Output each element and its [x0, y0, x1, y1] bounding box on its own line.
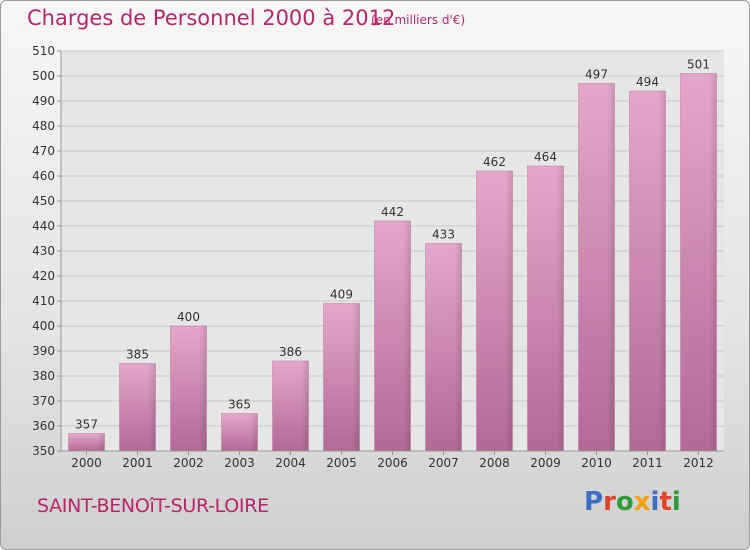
y-tick-label: 430 — [32, 244, 55, 258]
x-tick-label: 2009 — [530, 456, 561, 470]
y-tick-label: 440 — [32, 219, 55, 233]
y-tick-label: 450 — [32, 194, 55, 208]
chart-subtitle: (en milliers d'€) — [371, 13, 466, 27]
x-tick-label: 2001 — [122, 456, 153, 470]
data-labels: 357 385 400 365 386 409 442 433 462 464 497 494 501 — [75, 58, 710, 432]
brand-letter: o — [615, 487, 634, 517]
bar-shade-2008 — [476, 171, 513, 451]
bars — [68, 73, 717, 452]
y-tick-label: 400 — [32, 319, 55, 333]
data-label: 433 — [432, 228, 455, 242]
bar-shade-2005 — [323, 303, 360, 451]
bar-shade-2012 — [680, 73, 717, 451]
x-tick-label: 2007 — [428, 456, 459, 470]
y-tick-label: 370 — [32, 394, 55, 408]
data-label: 501 — [687, 58, 710, 72]
data-label: 497 — [585, 68, 608, 82]
bar-shade-2009 — [527, 166, 564, 451]
y-tick-label: 510 — [32, 44, 55, 58]
y-tick-label: 490 — [32, 94, 55, 108]
x-tick-label: 2002 — [173, 456, 204, 470]
brand-letter: i — [671, 487, 681, 517]
y-tick-label: 360 — [32, 419, 55, 433]
y-tick-label: 500 — [32, 69, 55, 83]
bar-shade-2011 — [629, 91, 666, 451]
data-label: 365 — [228, 398, 251, 412]
data-label: 494 — [636, 75, 659, 89]
x-tick-label: 2003 — [224, 456, 255, 470]
x-tick-label: 2000 — [71, 456, 102, 470]
x-tick-label: 2012 — [683, 456, 714, 470]
brand-letter: t — [659, 487, 672, 517]
x-tick-label: 2010 — [581, 456, 612, 470]
data-label: 462 — [483, 155, 506, 169]
x-tick-label: 2006 — [377, 456, 408, 470]
y-tick-label: 390 — [32, 344, 55, 358]
data-label: 400 — [177, 310, 200, 324]
y-axis-ticks: 350 360 370 380 390 400 410 420 430 440 450 460 470 4… — [32, 44, 61, 458]
chart-title: Charges de Personnel 2000 à 2012 — [27, 6, 396, 30]
brand-letter: P — [584, 487, 604, 517]
brand-letter: i — [650, 487, 660, 517]
brand-letter: x — [633, 487, 651, 517]
x-tick-label: 2004 — [275, 456, 306, 470]
data-label: 385 — [126, 348, 149, 362]
brand-logo: Proxiti — [584, 487, 681, 517]
bar-shade-2006 — [374, 221, 411, 451]
y-tick-label: 410 — [32, 294, 55, 308]
bar-shade-2007 — [425, 243, 462, 451]
y-tick-label: 480 — [32, 119, 55, 133]
data-label: 357 — [75, 418, 98, 432]
place-name: SAINT-BENOîT-SUR-LOIRE — [37, 495, 269, 517]
y-tick-label: 420 — [32, 269, 55, 283]
data-label: 464 — [534, 150, 557, 164]
bar-shade-2003 — [221, 413, 258, 451]
data-label: 442 — [381, 205, 404, 219]
data-label: 409 — [330, 288, 353, 302]
bar-shade-2002 — [170, 326, 207, 451]
y-tick-label: 380 — [32, 369, 55, 383]
bar-shade-2010 — [578, 83, 615, 451]
x-tick-label: 2008 — [479, 456, 510, 470]
x-tick-label: 2005 — [326, 456, 357, 470]
bar-shade-2000 — [68, 433, 105, 451]
y-tick-label: 460 — [32, 169, 55, 183]
y-tick-label: 470 — [32, 144, 55, 158]
brand-letter: r — [603, 487, 616, 517]
x-axis-ticks: 2000 2001 2002 2003 2004 2005 2006 2007 2008 2009… — [71, 451, 714, 470]
bar-shade-2004 — [272, 361, 309, 451]
x-tick-label: 2011 — [632, 456, 663, 470]
y-tick-label: 350 — [32, 444, 55, 458]
bar-shade-2001 — [119, 363, 156, 451]
data-label: 386 — [279, 345, 302, 359]
